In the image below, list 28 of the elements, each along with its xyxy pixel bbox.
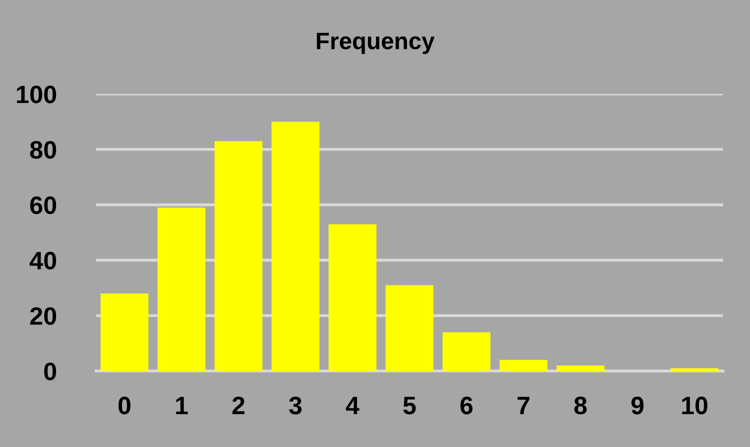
y-tick-label: 100 xyxy=(16,86,56,104)
chart-title: Frequency xyxy=(316,32,435,54)
x-tick-label: 1 xyxy=(176,396,188,414)
bar xyxy=(670,368,718,371)
x-tick-label: 6 xyxy=(460,396,473,414)
x-tick-label: 0 xyxy=(118,396,130,414)
y-tick-label: 20 xyxy=(30,307,56,325)
bar xyxy=(100,293,148,371)
x-tick-label: 10 xyxy=(682,396,708,414)
x-tick-label: 5 xyxy=(403,396,416,414)
x-tick-label: 7 xyxy=(518,396,530,414)
bar xyxy=(214,141,262,371)
bar xyxy=(386,285,434,371)
y-tick-label: 60 xyxy=(30,196,56,214)
x-tick-label: 8 xyxy=(574,396,587,414)
bar xyxy=(500,360,548,371)
x-tick-label: 3 xyxy=(289,396,302,414)
bar xyxy=(442,332,490,371)
x-tick-label: 9 xyxy=(631,396,644,414)
bar xyxy=(158,208,206,371)
x-tick-label: 4 xyxy=(346,396,360,414)
y-tick-label: 40 xyxy=(30,252,56,270)
bar xyxy=(328,224,376,371)
bar xyxy=(272,122,320,371)
bar xyxy=(556,365,604,371)
y-tick-label: 0 xyxy=(44,362,56,380)
y-tick-label: 80 xyxy=(30,141,56,159)
x-tick-label: 2 xyxy=(232,396,244,414)
